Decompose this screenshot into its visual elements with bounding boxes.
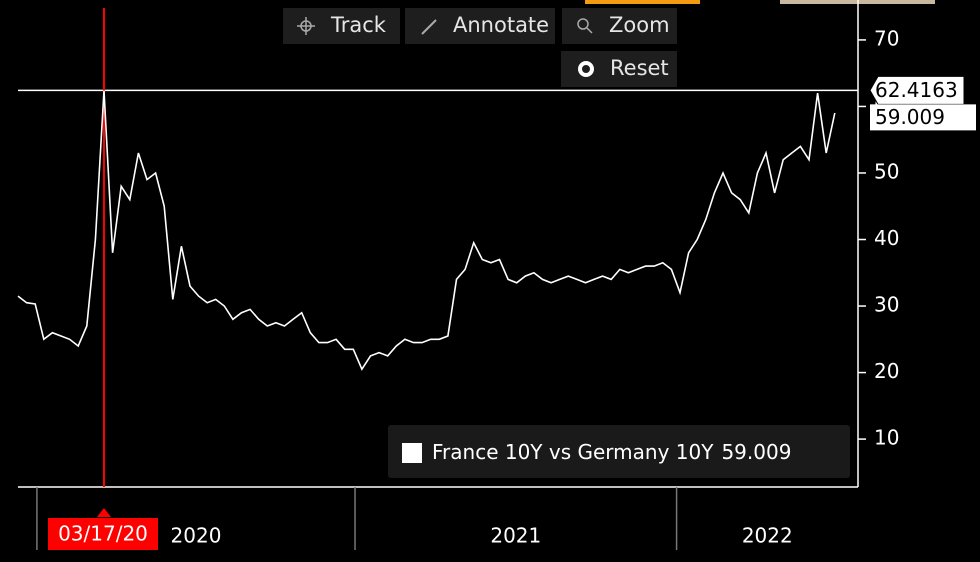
last-value-box xyxy=(870,104,976,131)
y-tick-label: 40 xyxy=(874,226,899,250)
top-tab xyxy=(585,0,700,4)
legend-text: France 10Y vs Germany 10Y 59.009 xyxy=(432,440,791,464)
y-tick-label: 30 xyxy=(874,293,899,317)
legend-value: 59.009 xyxy=(721,440,791,464)
x-tick-label: 2021 xyxy=(490,524,541,548)
legend-box xyxy=(388,425,850,478)
legend-name: France 10Y vs Germany 10Y xyxy=(432,440,714,464)
y-tick-label: 50 xyxy=(874,159,899,183)
y-tick-label: 70 xyxy=(874,26,899,50)
legend-swatch xyxy=(402,443,422,463)
y-tick-label: 10 xyxy=(874,426,899,450)
last-value-label: 59.009 xyxy=(875,105,945,129)
marker-label-box xyxy=(48,518,158,550)
x-tick-label: 2020 xyxy=(171,524,222,548)
reference-label: 62.4163 xyxy=(875,78,958,102)
zoom-button[interactable] xyxy=(562,8,677,44)
annotate-label: Annotate xyxy=(453,13,549,37)
reset-label: Reset xyxy=(610,56,669,80)
y-tick-label: 20 xyxy=(874,359,899,383)
track-label: Track xyxy=(330,13,387,37)
series-line xyxy=(17,90,836,371)
reference-label-box xyxy=(869,75,965,105)
marker-pointer xyxy=(96,508,111,517)
zoom-label: Zoom xyxy=(609,13,670,37)
x-tick-label: 2022 xyxy=(742,524,793,548)
marker-label: 03/17/20 xyxy=(58,522,148,546)
